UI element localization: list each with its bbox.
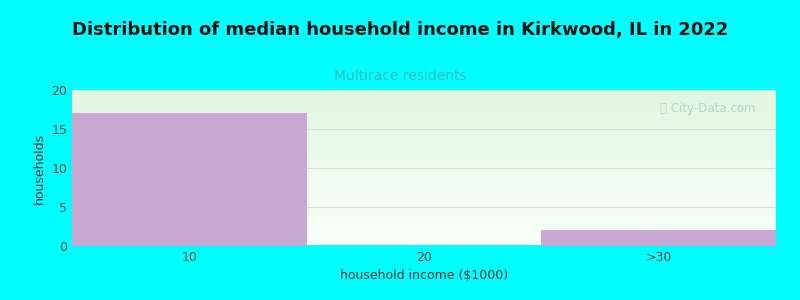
Bar: [72, 113, 306, 246]
Y-axis label: households: households: [33, 132, 46, 204]
Text: Ⓢ City-Data.com: Ⓢ City-Data.com: [659, 103, 755, 116]
Text: Multirace residents: Multirace residents: [334, 69, 466, 83]
Bar: [542, 230, 776, 246]
X-axis label: household income ($1000): household income ($1000): [340, 269, 508, 282]
Text: Distribution of median household income in Kirkwood, IL in 2022: Distribution of median household income …: [72, 21, 728, 39]
